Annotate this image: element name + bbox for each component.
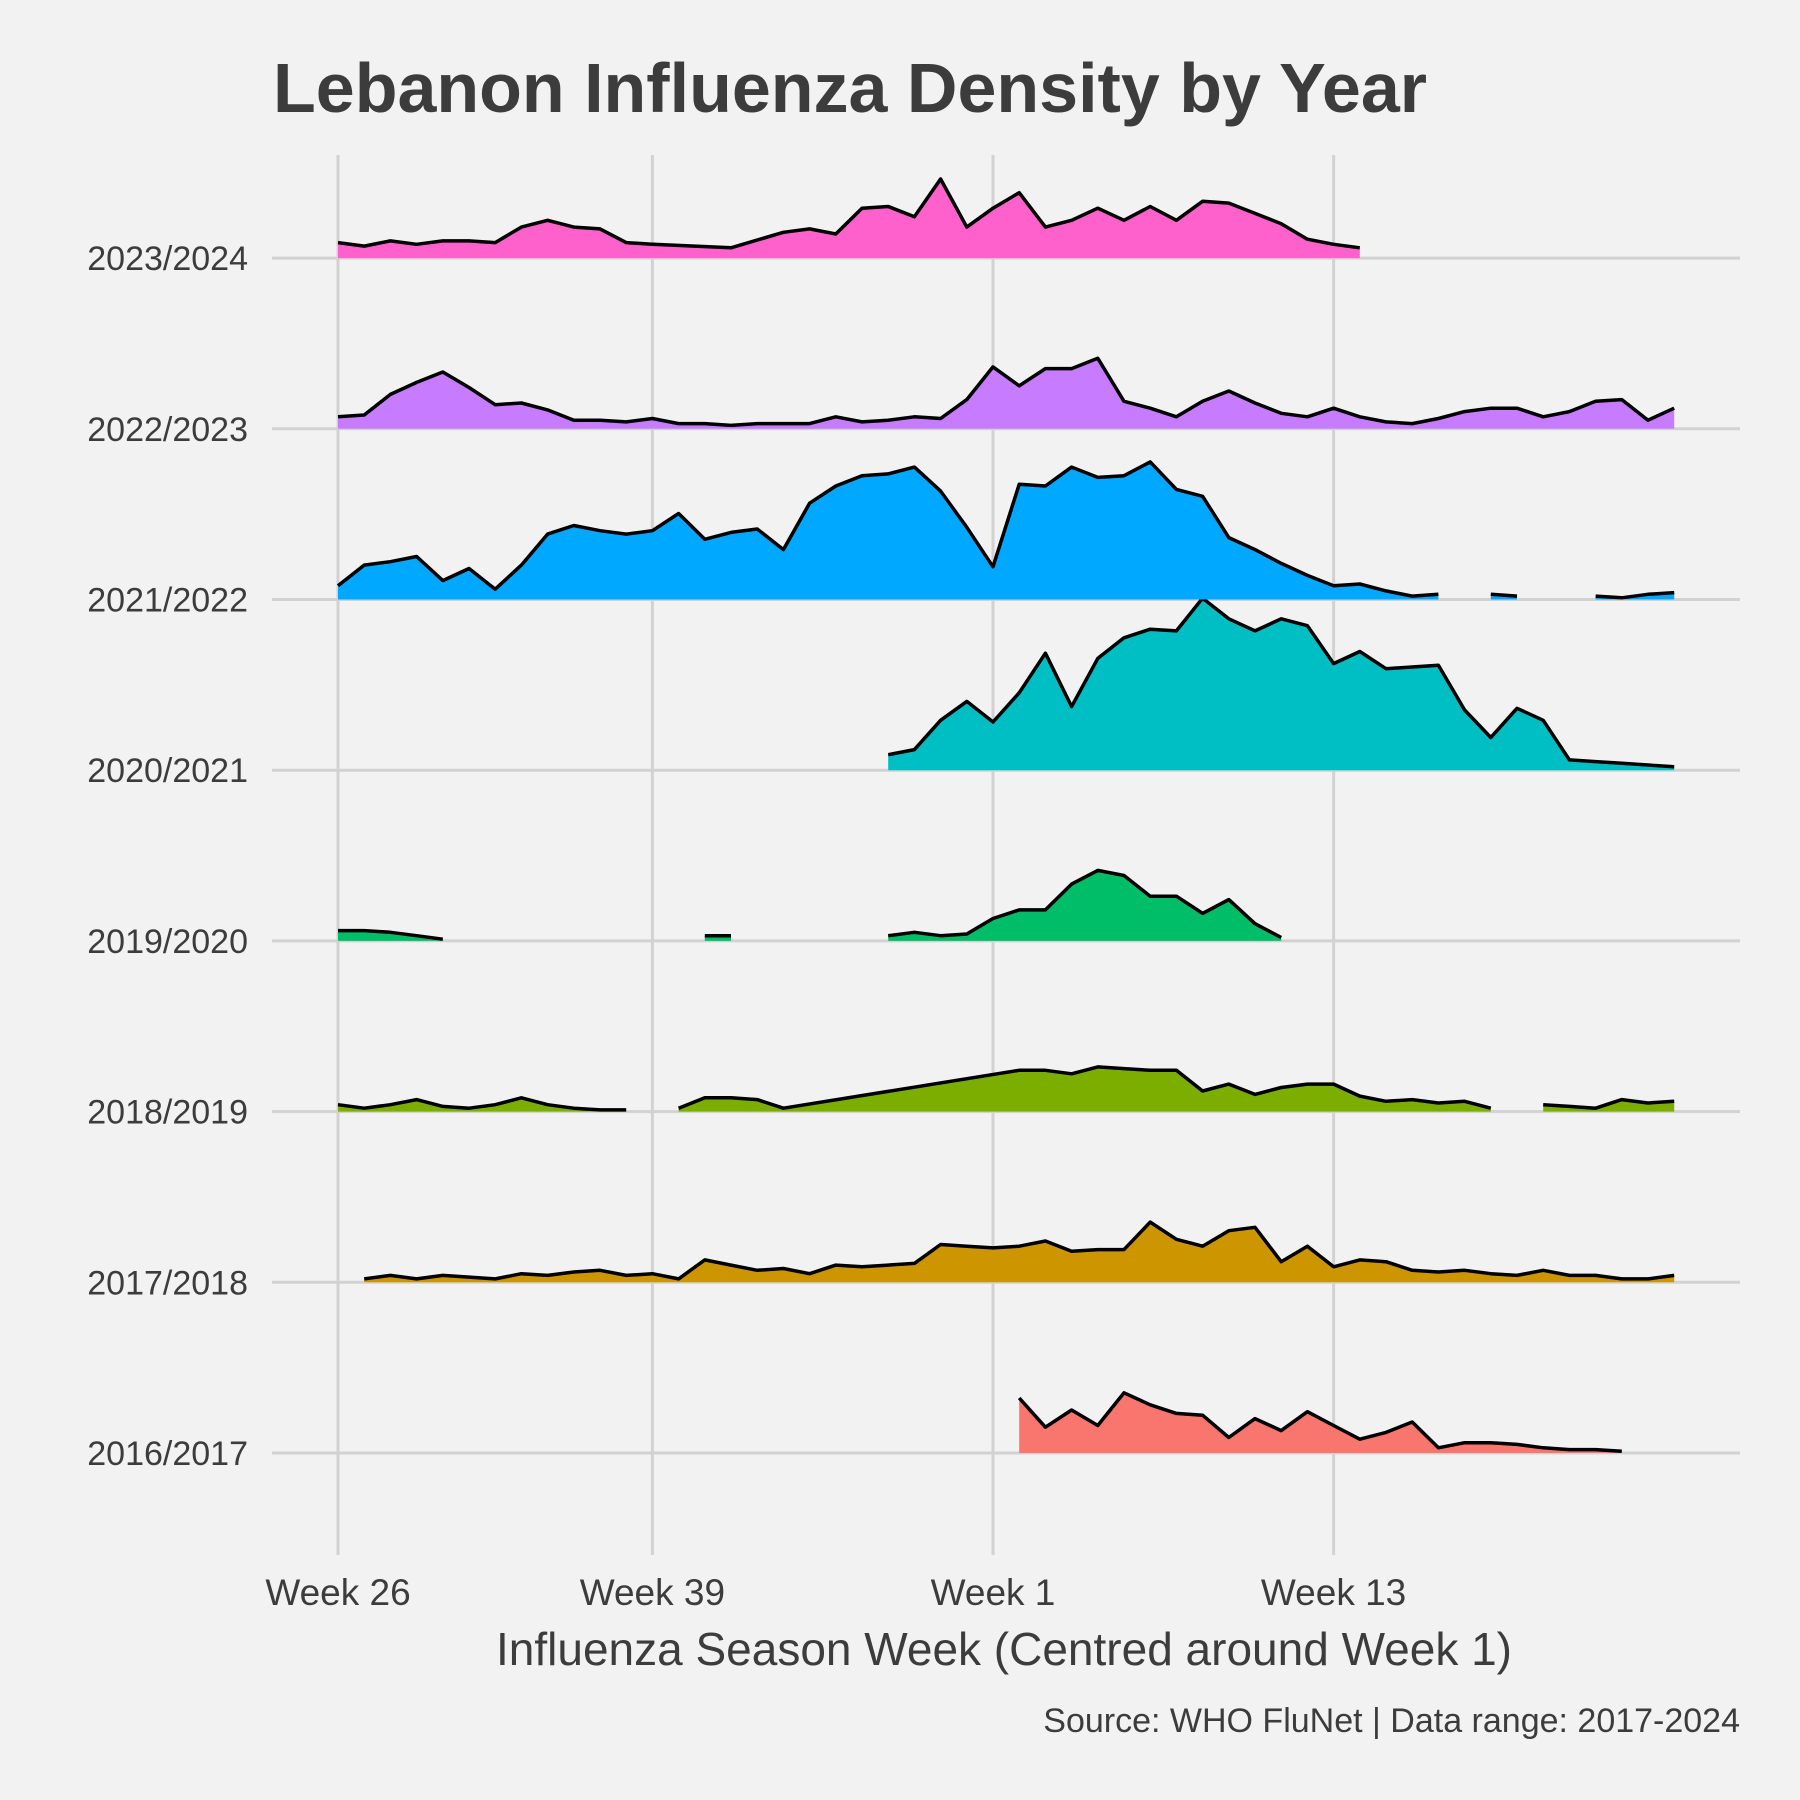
ridges bbox=[336, 177, 1675, 1454]
ridge-outline bbox=[887, 868, 1283, 940]
y-label: 2019/2020 bbox=[87, 923, 248, 961]
y-label: 2020/2021 bbox=[87, 752, 248, 790]
ridge-outline bbox=[1543, 1097, 1675, 1110]
ridge-outline bbox=[677, 1065, 1492, 1110]
ridge-area bbox=[338, 179, 1360, 259]
ridge-2022-2023 bbox=[337, 356, 1675, 429]
y-label: 2021/2022 bbox=[87, 582, 248, 620]
ridge-2017-2018 bbox=[363, 1220, 1675, 1283]
ridge-outline bbox=[1595, 590, 1675, 600]
x-tick-label: Week 26 bbox=[265, 1572, 410, 1613]
y-label: 2017/2018 bbox=[87, 1264, 248, 1302]
ridge-area bbox=[1019, 1392, 1622, 1453]
ridge-outline bbox=[363, 1220, 1675, 1281]
ridge-2018-2019 bbox=[337, 1065, 1675, 1112]
ridge-outline bbox=[887, 596, 1675, 769]
ridge-area bbox=[338, 930, 443, 941]
ridge-outline bbox=[337, 356, 1675, 428]
y-axis-labels: 2016/2017 2017/2018 2018/2019 2019/2020 2020… bbox=[87, 240, 248, 1473]
ridge-outline bbox=[1017, 1391, 1622, 1454]
y-label: 2023/2024 bbox=[87, 240, 248, 278]
y-label: 2018/2019 bbox=[87, 1094, 248, 1132]
x-tick-label: Week 39 bbox=[580, 1572, 725, 1613]
ridge-outline bbox=[1490, 592, 1518, 598]
ridge-2023-2024 bbox=[337, 177, 1361, 259]
chart-title: Lebanon Influenza Density by Year bbox=[273, 49, 1427, 127]
ridge-outline bbox=[337, 1096, 627, 1112]
chart-caption: Source: WHO FluNet | Data range: 2017-20… bbox=[1043, 1702, 1740, 1740]
ridge-outline bbox=[336, 460, 1439, 598]
ridge-2021-2022 bbox=[336, 460, 1675, 600]
ridge-2019-2020 bbox=[338, 868, 1283, 941]
ridge-area bbox=[678, 1066, 1491, 1112]
x-tick-label: Week 1 bbox=[931, 1572, 1056, 1613]
x-tick-label: Week 13 bbox=[1261, 1572, 1406, 1613]
ridge-area bbox=[364, 1222, 1675, 1283]
ridge-2016-2017 bbox=[1017, 1391, 1622, 1454]
ridge-area bbox=[888, 598, 1675, 771]
y-label: 2022/2023 bbox=[87, 411, 248, 449]
ridge-outline bbox=[337, 177, 1361, 250]
y-label: 2016/2017 bbox=[87, 1435, 248, 1473]
x-axis-ticks: Week 26 Week 39 Week 1 Week 13 bbox=[265, 1572, 1406, 1613]
ridge-area bbox=[338, 461, 1439, 600]
x-axis-label: Influenza Season Week (Centred around We… bbox=[496, 1623, 1512, 1675]
ridge-outline bbox=[338, 928, 444, 941]
ridge-2020-2021 bbox=[887, 596, 1675, 771]
